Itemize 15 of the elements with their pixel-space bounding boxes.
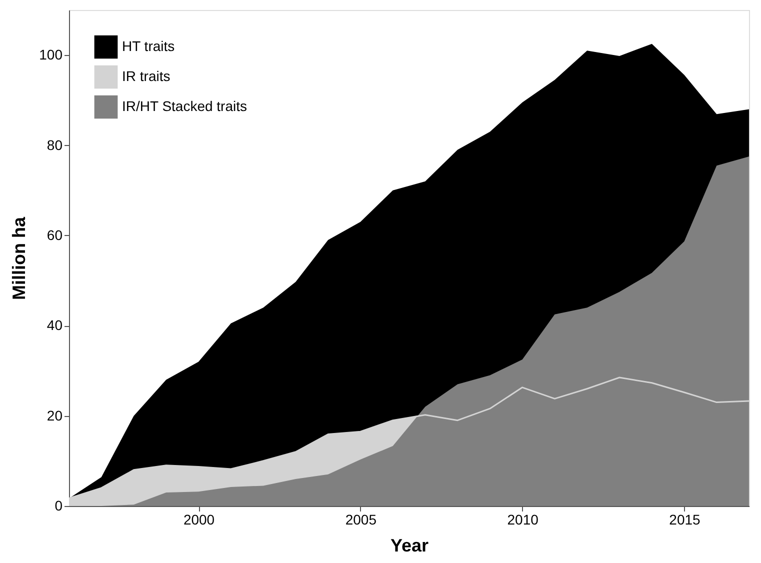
x-tick-label: 2000 <box>183 512 215 528</box>
legend-label: IR/HT Stacked traits <box>122 98 248 114</box>
y-tick-label: 80 <box>46 136 63 153</box>
legend-label: IR traits <box>122 68 170 84</box>
legend-label: HT traits <box>122 38 175 54</box>
x-tick-label: 2010 <box>507 512 539 528</box>
y-tick-label: 0 <box>54 498 63 514</box>
y-axis-title: Million ha <box>9 216 30 300</box>
y-tick-label: 60 <box>46 226 63 243</box>
y-tick-label: 40 <box>46 317 63 334</box>
y-tick-label: 20 <box>46 407 63 424</box>
x-axis-title: Year <box>390 536 429 556</box>
x-tick-label: 2005 <box>345 512 377 528</box>
x-tick-label: 2015 <box>669 512 701 528</box>
y-tick-label: 100 <box>39 46 63 63</box>
